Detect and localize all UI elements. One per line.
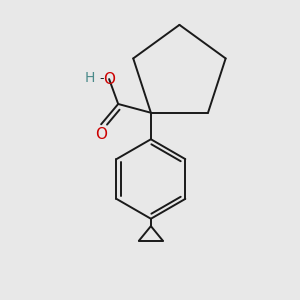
Text: O: O (95, 127, 107, 142)
Text: O: O (103, 72, 115, 87)
Text: -: - (100, 72, 104, 85)
Text: H: H (85, 71, 95, 85)
